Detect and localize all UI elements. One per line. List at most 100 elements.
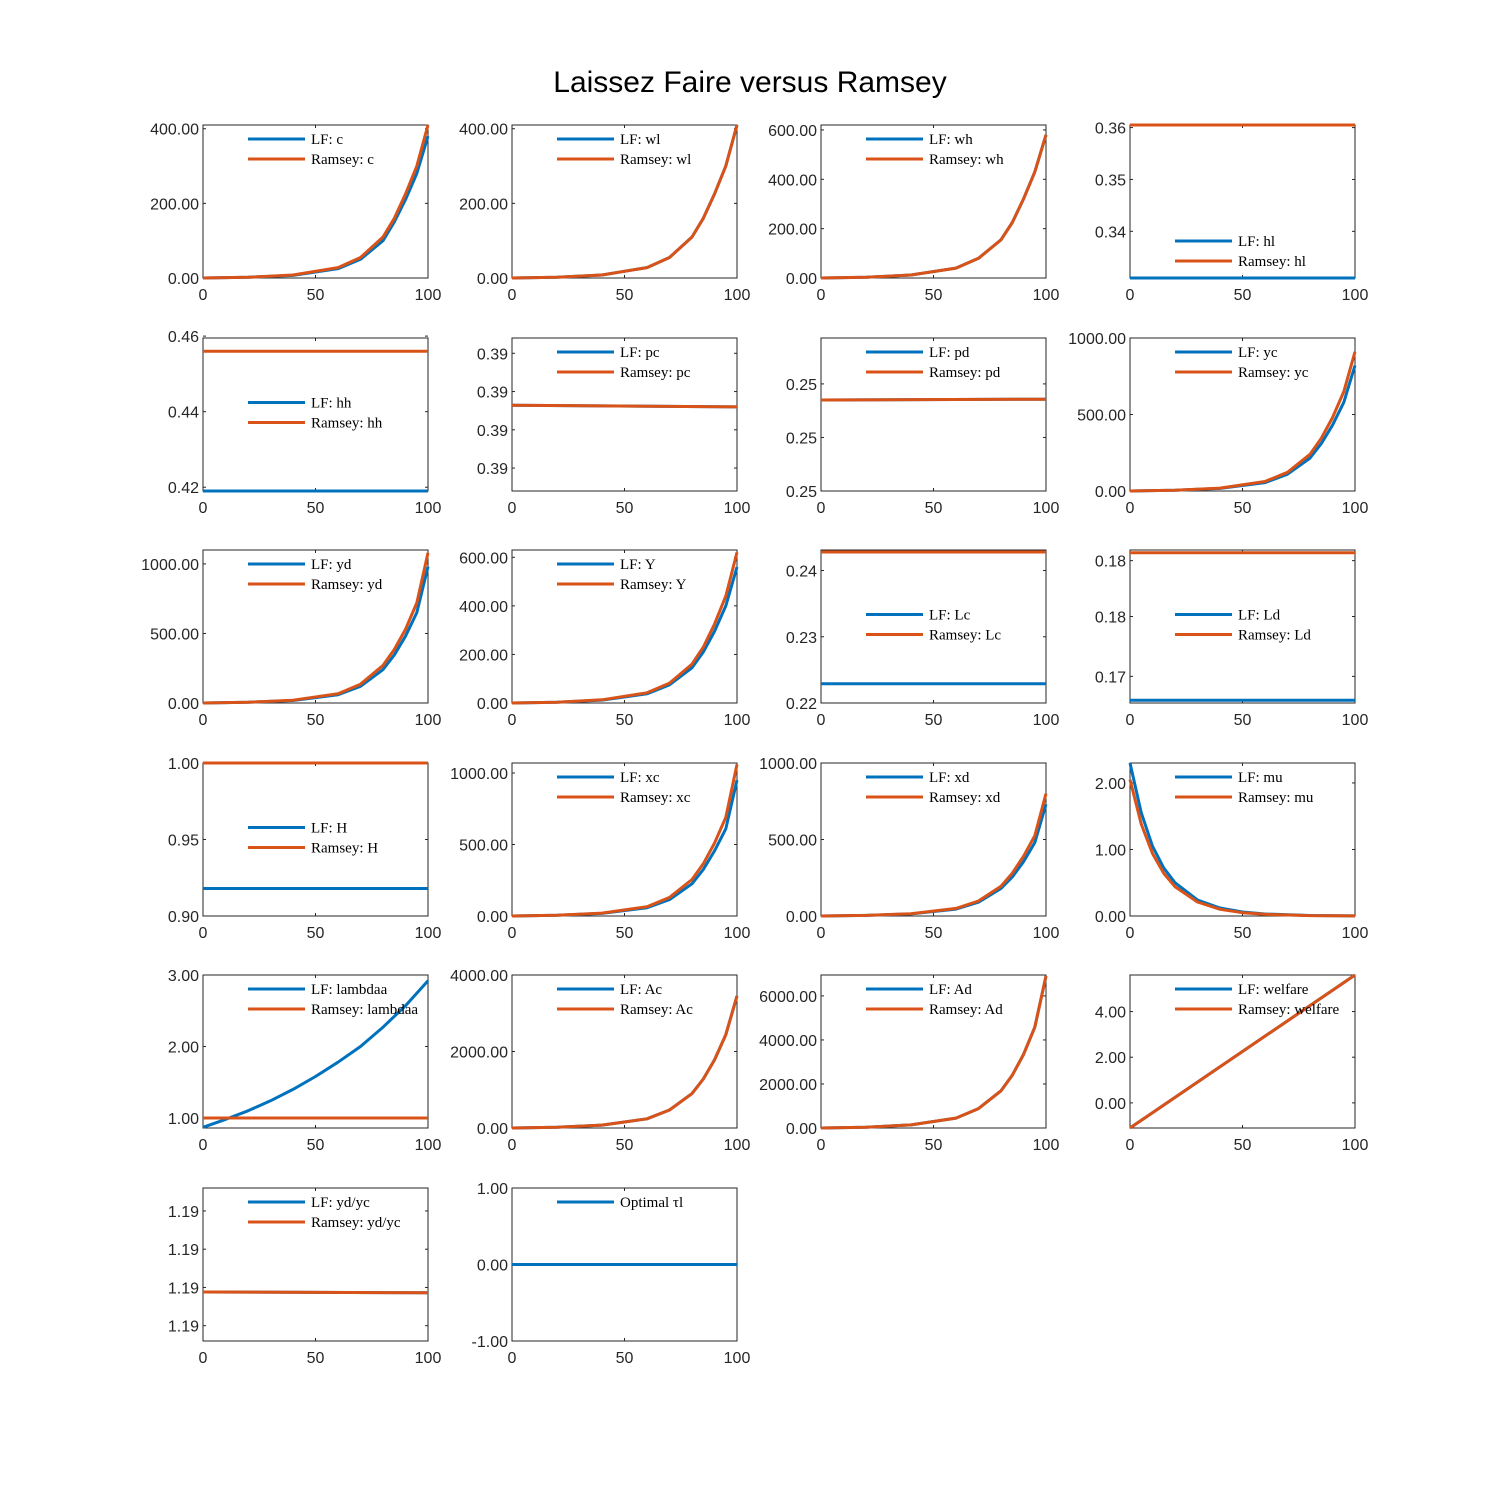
legend-label: Ramsey: pc xyxy=(620,365,691,381)
x-tick-label: 0 xyxy=(817,712,826,729)
y-tick-label: 2000.00 xyxy=(450,1045,508,1062)
axes-box xyxy=(820,124,1047,279)
y-tick-label: 0.18 xyxy=(1095,554,1126,571)
x-tick-label: 50 xyxy=(1234,1137,1252,1154)
y-tick-label: 0.00 xyxy=(786,1121,817,1138)
y-tick-label: 6000.00 xyxy=(759,989,817,1006)
x-tick-label: 0 xyxy=(508,1350,517,1367)
x-tick-label: 0 xyxy=(1126,925,1135,942)
x-tick-label: 100 xyxy=(1033,500,1060,517)
x-tick-label: 0 xyxy=(817,500,826,517)
legend-label: Ramsey: Ac xyxy=(620,1002,693,1018)
y-tick-label: 400.00 xyxy=(150,122,199,139)
y-tick-label: 1.19 xyxy=(168,1319,199,1336)
x-tick-label: 50 xyxy=(307,712,325,729)
legend-label: LF: pd xyxy=(929,345,970,361)
x-tick-label: 50 xyxy=(925,287,943,304)
x-tick-label: 100 xyxy=(724,1350,751,1367)
y-tick-label: 500.00 xyxy=(1077,408,1126,425)
legend-label: Ramsey: yd xyxy=(311,577,383,593)
axes-box xyxy=(511,762,738,917)
y-tick-label: 0.39 xyxy=(477,423,508,440)
y-tick-label: 0.00 xyxy=(477,271,508,288)
legend-label: Ramsey: pd xyxy=(929,365,1001,381)
y-tick-label: 2000.00 xyxy=(759,1077,817,1094)
x-tick-label: 50 xyxy=(1234,925,1252,942)
legend-label: Ramsey: lambdaa xyxy=(311,1002,418,1018)
axes-box xyxy=(202,124,429,279)
x-tick-label: 100 xyxy=(1033,925,1060,942)
subplot-Ld: 0 50 100 0.17 0.18 0.18 LF: Ld Ramsey: Ld xyxy=(1095,549,1368,729)
x-tick-label: 0 xyxy=(817,925,826,942)
y-tick-label: 200.00 xyxy=(459,196,508,213)
x-tick-label: 50 xyxy=(616,287,634,304)
legend-label: Ramsey: mu xyxy=(1238,790,1314,806)
legend-label: LF: Ac xyxy=(620,982,662,998)
x-tick-label: 0 xyxy=(817,1137,826,1154)
series-line-1 xyxy=(820,397,1047,402)
x-tick-label: 0 xyxy=(1126,1137,1135,1154)
x-tick-label: 100 xyxy=(1342,500,1369,517)
legend-label: LF: yc xyxy=(1238,345,1278,361)
series-line-1 xyxy=(820,134,1048,280)
x-tick-label: 100 xyxy=(415,1137,442,1154)
y-tick-label: 1.00 xyxy=(168,756,199,773)
series-line-1 xyxy=(1129,351,1357,493)
legend-label: Ramsey: Ld xyxy=(1238,628,1311,644)
subplot-c: 0 50 100 0.00 200.00 400.00 LF: c Ramsey: c xyxy=(150,122,441,304)
y-tick-label: 500.00 xyxy=(459,838,508,855)
x-tick-label: 100 xyxy=(1033,712,1060,729)
legend-label: Ramsey: Y xyxy=(620,577,687,593)
legend-label: Ramsey: welfare xyxy=(1238,1002,1340,1018)
y-tick-label: 200.00 xyxy=(768,222,817,239)
legend-label: Ramsey: hh xyxy=(311,416,383,432)
subplot-Ac: 0 50 100 0.00 2000.00 4000.00 LF: Ac Ramsey: Ac xyxy=(450,968,750,1154)
y-tick-label: 4.00 xyxy=(1095,1005,1126,1022)
x-tick-label: 0 xyxy=(199,500,208,517)
x-tick-label: 0 xyxy=(199,925,208,942)
x-tick-label: 50 xyxy=(307,925,325,942)
axes-box xyxy=(820,974,1047,1129)
subplot-welfare: 0 50 100 0.00 2.00 4.00 LF: welfare Ramsey: wel… xyxy=(1095,973,1368,1154)
y-tick-label: 0.39 xyxy=(477,346,508,363)
legend-label: LF: wl xyxy=(620,132,660,148)
legend-label: LF: Lc xyxy=(929,608,971,624)
legend-label: LF: c xyxy=(311,132,343,148)
y-tick-label: 200.00 xyxy=(150,196,199,213)
series-line-1 xyxy=(202,124,430,280)
y-tick-label: 0.46 xyxy=(168,329,199,346)
y-tick-label: 0.25 xyxy=(786,484,817,501)
axes-box xyxy=(202,762,429,917)
y-tick-label: 0.34 xyxy=(1095,224,1126,241)
series-line-1 xyxy=(511,124,739,280)
axes-box xyxy=(202,1187,429,1342)
subplot-wh: 0 50 100 0.00 200.00 400.00 600.00 LF: wh Ramsey… xyxy=(768,123,1059,304)
x-tick-label: 100 xyxy=(415,500,442,517)
y-tick-label: 1.19 xyxy=(168,1204,199,1221)
y-tick-label: 0.22 xyxy=(786,696,817,713)
legend-label: Ramsey: hl xyxy=(1238,254,1306,270)
subplot-tau_l: 0 50 100 -1.00 0.00 1.00 Optimal τl xyxy=(472,1181,751,1367)
series-line-1 xyxy=(1128,779,1356,918)
y-tick-label: 0.00 xyxy=(786,271,817,288)
y-tick-label: 600.00 xyxy=(459,550,508,567)
legend-label: Ramsey: yd/yc xyxy=(311,1215,401,1231)
subplot-pd: 0 50 100 0.25 0.25 0.25 LF: pd Ramsey: pd xyxy=(786,337,1060,517)
y-tick-label: 600.00 xyxy=(768,123,817,140)
legend-label: LF: welfare xyxy=(1238,982,1309,998)
axes-box xyxy=(1129,762,1356,917)
legend-label: Ramsey: yc xyxy=(1238,365,1309,381)
y-tick-label: -1.00 xyxy=(472,1334,509,1351)
axes-box xyxy=(1129,337,1356,492)
subplot-lambdaa: 0 50 100 1.00 2.00 3.00 LF: lambdaa Ramsey: lam… xyxy=(168,968,442,1154)
y-tick-label: 1000.00 xyxy=(759,756,817,773)
y-tick-label: 0.44 xyxy=(168,405,199,422)
axes-box xyxy=(511,974,738,1129)
y-tick-label: 0.25 xyxy=(786,377,817,394)
legend-label: Ramsey: xd xyxy=(929,790,1001,806)
legend-label: LF: yd/yc xyxy=(311,1195,370,1211)
x-tick-label: 100 xyxy=(724,1137,751,1154)
